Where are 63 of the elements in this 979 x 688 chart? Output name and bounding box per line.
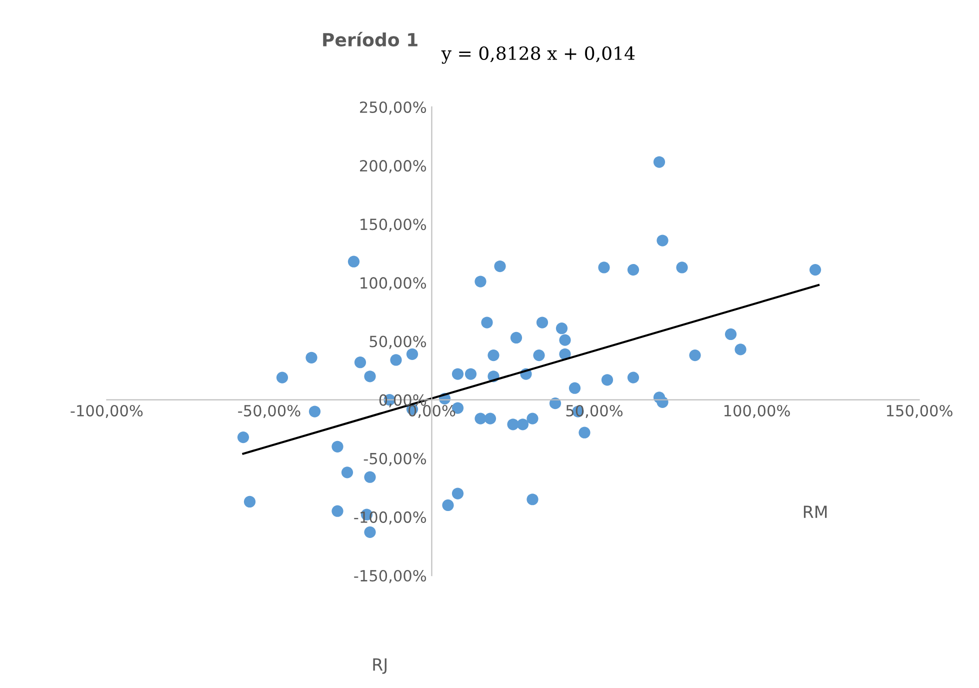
point [689,349,701,362]
x-tick-label: -50,00% [238,404,300,418]
point [237,431,250,444]
y-tick-label: 250,00% [360,101,426,115]
point [734,344,746,356]
point [306,352,318,364]
x-tick-label: 150,00% [886,404,952,418]
chart-title: Período 1 [323,32,418,47]
point [526,412,538,424]
point [724,328,737,340]
point [676,262,688,274]
point [598,262,610,274]
point [332,440,344,452]
y-tick-label: 50,00% [370,336,426,349]
x-tick-label: -100,00% [70,404,143,418]
point [578,426,590,438]
y-tick-label: 100,00% [360,277,426,290]
point [516,418,529,430]
point [556,322,568,334]
point [533,349,545,362]
point [481,316,493,328]
point [406,348,418,360]
point [484,412,496,424]
x-axis-title: RM [804,506,827,518]
text: y = 0,8128 x + 0,014 [441,46,635,64]
point [452,488,464,500]
point [474,412,486,424]
point [488,349,500,362]
point [348,256,360,268]
point [364,370,376,382]
point [452,368,464,380]
point [526,494,538,506]
point [653,156,666,168]
point [464,368,477,380]
point [627,264,640,276]
point [390,354,402,366]
y-tick-label: -150,00% [354,570,426,584]
y-tick-label: -50,00% [364,452,426,466]
point [364,471,376,483]
point [494,260,506,272]
point [627,372,640,384]
y-tick-label: -100,00% [354,511,426,525]
point [510,332,522,344]
point [809,264,822,276]
point [244,496,256,508]
point [442,499,454,512]
point [559,334,571,346]
point [354,356,366,368]
point [568,382,581,394]
point [536,316,548,328]
y-tick-label: 150,00% [360,218,426,232]
point [276,372,288,384]
point [507,418,519,430]
point [474,276,486,288]
point [656,234,668,246]
point [341,466,354,478]
point [364,526,376,538]
point [308,406,321,418]
point [601,374,614,386]
y-tick-label: 200,00% [360,160,426,174]
text: RJ [373,658,386,674]
point [332,505,344,517]
x-tick-label: 100,00% [724,404,790,418]
